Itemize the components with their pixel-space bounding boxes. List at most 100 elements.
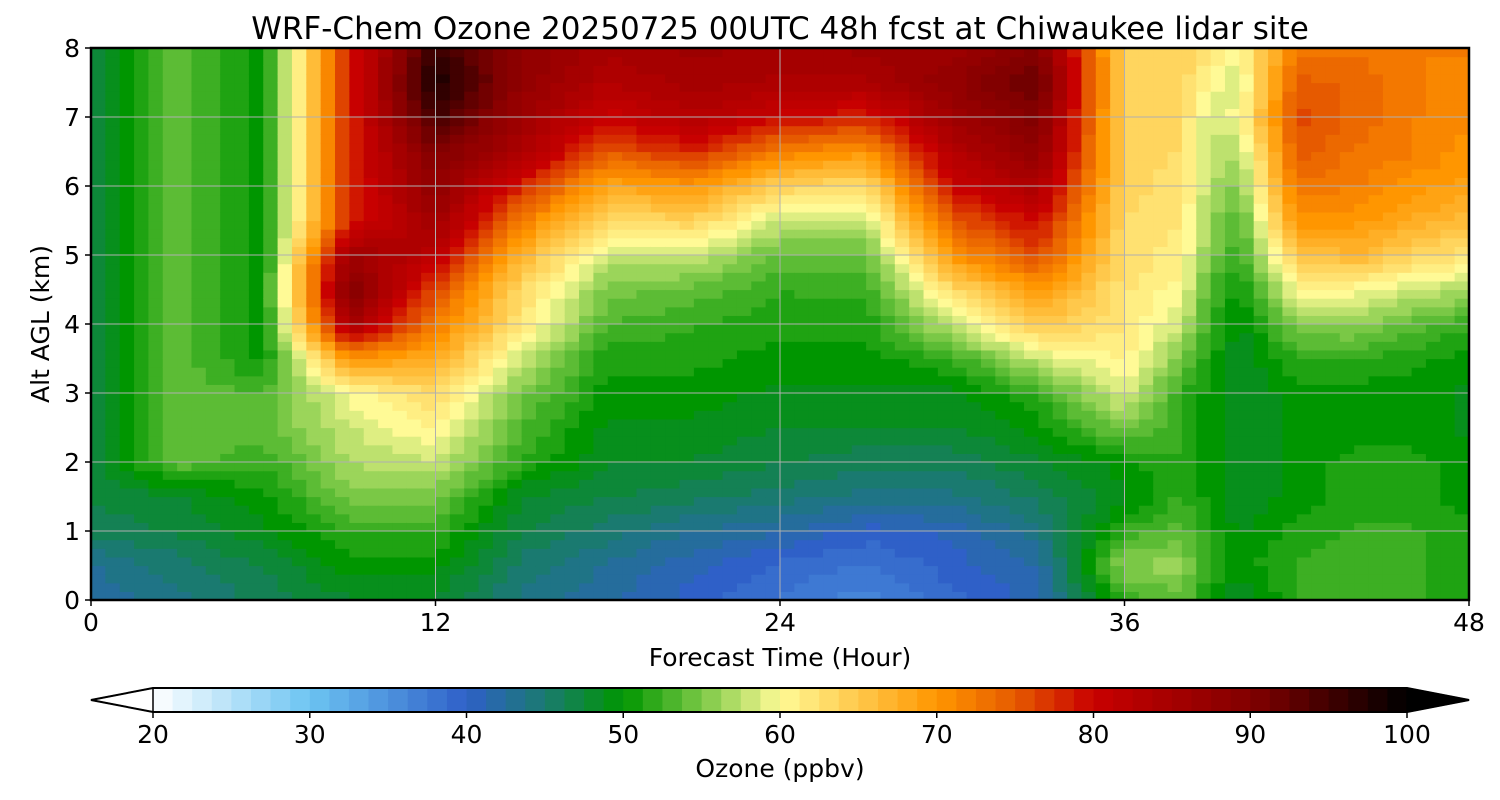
- heatmap-cell: [291, 263, 307, 273]
- heatmap-cell: [1024, 548, 1039, 558]
- heatmap-cell: [1095, 349, 1111, 360]
- heatmap-cell: [579, 556, 594, 567]
- heatmap-cell: [923, 418, 939, 429]
- heatmap-cell: [607, 401, 623, 411]
- heatmap-cell: [363, 306, 379, 316]
- heatmap-cell: [909, 134, 925, 144]
- heatmap-cell: [894, 401, 910, 411]
- heatmap-cell: [1181, 168, 1197, 178]
- heatmap-cell: [464, 255, 480, 265]
- heatmap-cell: [1153, 211, 1169, 222]
- heatmap-cell: [1124, 151, 1140, 161]
- heatmap-cell: [1110, 358, 1126, 368]
- heatmap-cell: [205, 298, 221, 308]
- heatmap-cell: [851, 444, 867, 454]
- heatmap-cell: [119, 65, 135, 75]
- heatmap-cell: [1196, 142, 1212, 153]
- heatmap-cell: [464, 315, 480, 325]
- heatmap-cell: [636, 246, 652, 256]
- heatmap-cell: [435, 229, 451, 239]
- heatmap-cell: [335, 531, 350, 541]
- heatmap-cell: [808, 142, 824, 153]
- heatmap-cell: [736, 65, 752, 75]
- heatmap-cell: [449, 151, 465, 161]
- heatmap-cell: [765, 315, 781, 325]
- heatmap-cell: [1167, 246, 1183, 256]
- heatmap-cell: [579, 237, 594, 247]
- heatmap-cell: [234, 324, 250, 334]
- heatmap-cell: [894, 48, 910, 58]
- heatmap-cell: [980, 556, 996, 567]
- heatmap-cell: [1009, 220, 1025, 230]
- heatmap-cell: [593, 194, 609, 204]
- heatmap-cell: [722, 168, 738, 178]
- heatmap-cell: [995, 522, 1011, 532]
- heatmap-cell: [1181, 203, 1197, 213]
- heatmap-cell: [665, 298, 681, 308]
- heatmap-cell: [1196, 522, 1212, 532]
- heatmap-cell: [291, 56, 307, 66]
- heatmap-cell: [650, 410, 666, 420]
- heatmap-cell: [564, 298, 580, 308]
- heatmap-cell: [162, 332, 178, 342]
- heatmap-cell: [320, 393, 336, 403]
- heatmap-cell: [105, 393, 121, 403]
- heatmap-cell: [234, 384, 250, 394]
- heatmap-cell: [894, 73, 910, 84]
- heatmap-cell: [693, 410, 709, 420]
- heatmap-cell: [392, 574, 408, 584]
- heatmap-cell: [406, 255, 422, 265]
- heatmap-cell: [449, 289, 465, 299]
- heatmap-cell: [837, 324, 853, 334]
- heatmap-cell: [866, 65, 882, 75]
- heatmap-cell: [320, 410, 336, 420]
- heatmap-cell: [1038, 168, 1054, 178]
- heatmap-cell: [622, 556, 638, 567]
- heatmap-cell: [708, 237, 724, 247]
- heatmap-cell: [263, 237, 279, 247]
- heatmap-cell: [535, 280, 551, 291]
- heatmap-cell: [535, 168, 551, 178]
- heatmap-cell: [866, 117, 882, 127]
- heatmap-cell: [966, 117, 982, 127]
- heatmap-cell: [263, 56, 279, 66]
- heatmap-cell: [507, 246, 523, 256]
- heatmap-cell: [478, 487, 494, 498]
- heatmap-cell: [794, 332, 810, 342]
- heatmap-cell: [177, 574, 193, 584]
- heatmap-cell: [363, 367, 379, 377]
- heatmap-cell: [507, 375, 523, 385]
- heatmap-cell: [421, 125, 437, 135]
- heatmap-cell: [291, 211, 307, 222]
- heatmap-cell: [607, 496, 623, 506]
- heatmap-cell: [248, 565, 264, 575]
- heatmap-cell: [291, 453, 307, 463]
- heatmap-cell: [1167, 539, 1183, 549]
- heatmap-cell: [1095, 168, 1111, 178]
- heatmap-cell: [177, 496, 193, 506]
- heatmap-cell: [148, 341, 164, 351]
- heatmap-cell: [923, 324, 939, 334]
- heatmap-cell: [1009, 289, 1025, 299]
- heatmap-cell: [866, 341, 882, 351]
- heatmap-cell: [693, 384, 709, 394]
- heatmap-cell: [277, 436, 293, 446]
- heatmap-cell: [478, 453, 494, 463]
- heatmap-cell: [1153, 444, 1169, 454]
- heatmap-cell: [952, 393, 968, 403]
- heatmap-cell: [349, 91, 365, 101]
- heatmap-cell: [1196, 186, 1212, 196]
- heatmap-cell: [966, 298, 982, 308]
- heatmap-cell: [248, 505, 264, 515]
- heatmap-cell: [435, 160, 451, 170]
- heatmap-cell: [1095, 358, 1111, 368]
- heatmap-cell: [507, 272, 523, 282]
- heatmap-cell: [693, 444, 709, 454]
- heatmap-cell: [1124, 367, 1140, 377]
- heatmap-cell: [823, 444, 839, 454]
- heatmap-cell: [91, 539, 106, 549]
- heatmap-cell: [435, 324, 451, 334]
- heatmap-cell: [535, 91, 551, 101]
- heatmap-cell: [909, 151, 925, 161]
- heatmap-cell: [1081, 496, 1097, 506]
